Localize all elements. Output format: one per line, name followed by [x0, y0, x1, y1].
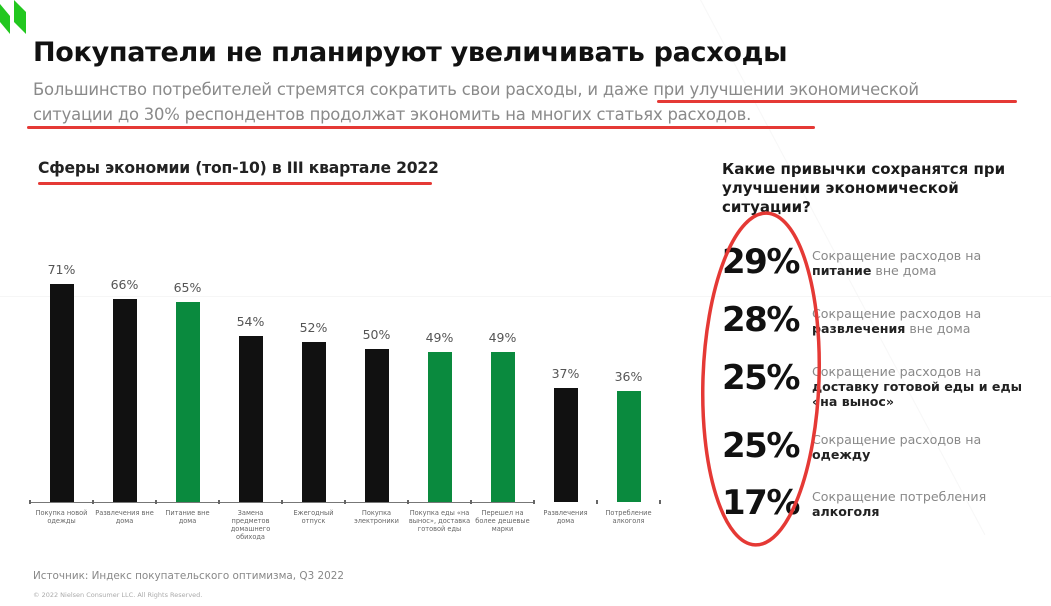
bar	[427, 351, 452, 502]
bar-value-label: 54%	[236, 314, 265, 330]
copyright-note: © 2022 Nielsen Consumer LLC. All Rights …	[33, 591, 203, 599]
bar-value-label: 49%	[425, 329, 454, 345]
habit-description: Сокращение расходов на питание вне дома	[812, 248, 1042, 278]
bar	[490, 351, 515, 502]
page-subtitle-line-2: ситуации до 30% респондентов продолжат э…	[33, 105, 752, 124]
axis-tick	[659, 500, 661, 504]
habit-percent: 29%	[722, 242, 800, 282]
bar-value-label: 37%	[551, 366, 580, 382]
page-subtitle-line-1: Большинство потребителей стремятся сокра…	[33, 80, 919, 99]
habit-description: Сокращение расходов на одежду	[812, 432, 1042, 462]
annotation-underline	[657, 100, 1017, 103]
bar	[238, 336, 263, 502]
bar	[49, 284, 74, 502]
axis-tick	[344, 500, 346, 504]
habits-title: Какие привычки сохранятся при улучшении …	[722, 160, 1006, 216]
axis-tick	[470, 500, 472, 504]
chart-title: Сферы экономии (топ-10) в III квартале 2…	[38, 159, 439, 177]
bar	[616, 391, 641, 502]
axis-tick	[596, 500, 598, 504]
bar	[301, 342, 326, 502]
habit-description-text: Сокращение расходов на	[812, 306, 982, 321]
axis-tick	[533, 500, 535, 504]
category-label: Замена предметов домашнего обихода	[230, 509, 271, 541]
brand-logo-icon	[0, 0, 26, 34]
category-label: Развлечения вне дома	[95, 509, 154, 525]
category-label: Покупка электроники	[354, 509, 399, 525]
bar	[175, 302, 200, 502]
source-note: Источник: Индекс покупательского оптимиз…	[33, 570, 344, 582]
category-label: Питание вне дома	[165, 509, 210, 525]
habit-description-emphasis: одежду	[812, 447, 871, 462]
axis-tick	[92, 500, 94, 504]
habit-percent: 25%	[722, 358, 800, 398]
bar-value-label: 50%	[362, 326, 391, 342]
axis-tick	[218, 500, 220, 504]
habit-description-text: Сокращение расходов на	[812, 248, 982, 263]
category-label: Ежегодный отпуск	[293, 509, 334, 525]
bar-value-label: 66%	[110, 277, 139, 293]
annotation-underline	[27, 126, 815, 129]
habit-description-text: вне дома	[905, 321, 971, 336]
habit-description-text: вне дома	[871, 263, 937, 278]
axis-tick	[407, 500, 409, 504]
category-label: Развлечения дома	[543, 509, 588, 525]
category-label: Покупка еды «на вынос», доставка готовой…	[408, 509, 471, 533]
page-title: Покупатели не планируют увеличивать расх…	[33, 37, 788, 68]
habit-percent: 28%	[722, 300, 800, 340]
axis-tick	[29, 500, 31, 504]
category-label: Потребление алкоголя	[605, 509, 652, 525]
bar	[364, 348, 389, 502]
habit-description-text: Сокращение расходов на	[812, 432, 982, 447]
bar-chart: 71% Покупка новой одежды 66% Развлечения вн…	[0, 0, 661, 560]
bar-value-label: 52%	[299, 320, 328, 336]
habit-percent: 17%	[722, 483, 800, 523]
habit-description-text: Сокращение расходов на	[812, 364, 982, 379]
axis-tick	[281, 500, 283, 504]
habit-percent: 25%	[722, 426, 800, 466]
habit-description-text: Сокращение потребления	[812, 489, 987, 504]
bar-value-label: 65%	[173, 280, 202, 296]
bar-value-label: 49%	[488, 329, 517, 345]
bar-value-label: 71%	[47, 262, 76, 278]
habit-description-emphasis: питание	[812, 263, 872, 278]
habit-description-emphasis: доставку готовой еды и еды «на вынос»	[812, 379, 1023, 409]
background-divider	[0, 296, 1051, 297]
annotation-underline	[38, 182, 432, 185]
habit-description-emphasis: алкоголя	[812, 504, 880, 519]
habit-description: Сокращение потребления алкоголя	[812, 489, 1042, 519]
habit-description-emphasis: развлечения	[812, 321, 906, 336]
axis-tick	[155, 500, 157, 504]
category-label: Покупка новой одежды	[35, 509, 88, 525]
habit-description: Сокращение расходов на доставку готовой …	[812, 364, 1042, 409]
bar	[553, 388, 578, 502]
bar	[112, 299, 137, 502]
habit-description: Сокращение расходов на развлечения вне д…	[812, 306, 1042, 336]
category-label: Перешел на более дешевые марки	[475, 509, 530, 533]
bar-value-label: 36%	[614, 369, 643, 385]
